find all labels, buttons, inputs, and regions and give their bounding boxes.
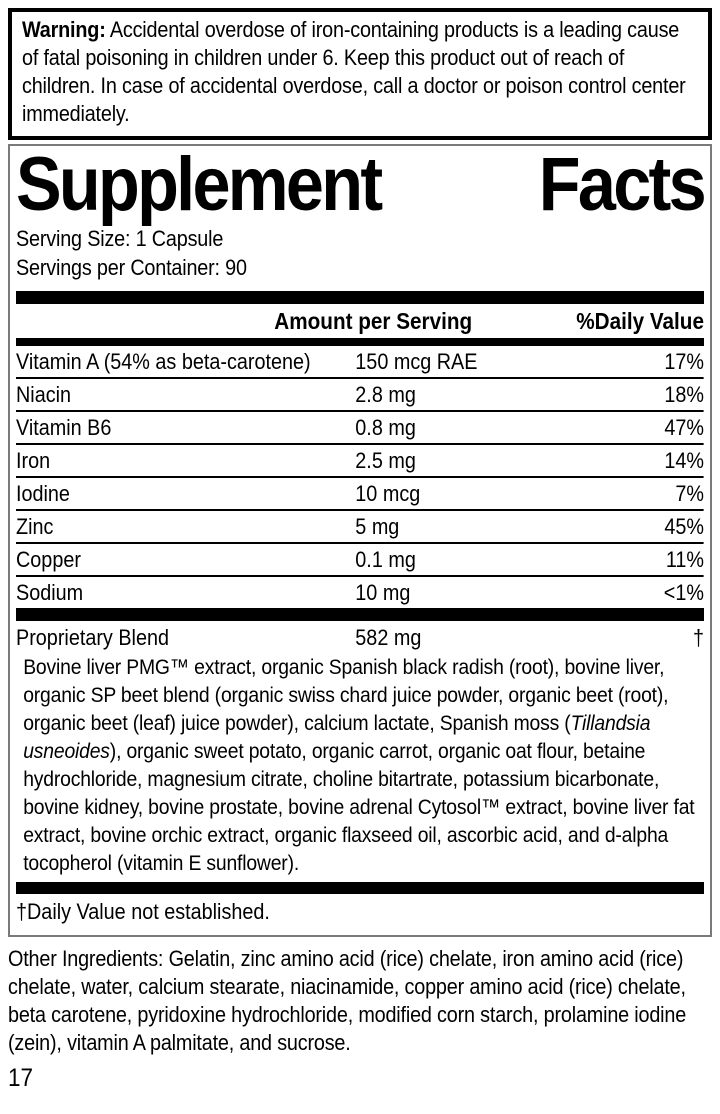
nutrient-name: Zinc [16, 514, 54, 539]
column-header-daily-value: %Daily Value [576, 308, 704, 334]
nutrient-daily-value: 18% [664, 382, 704, 407]
nutrient-name: Niacin [16, 382, 72, 407]
daily-value-footnote: †Daily Value not established. [16, 899, 270, 924]
column-header-row: Amount per Serving %Daily Value [16, 304, 704, 338]
nutrient-daily-value: 47% [664, 415, 704, 440]
blend-description-part1: Bovine liver PMG™ extract, organic Spani… [23, 655, 669, 735]
serving-info: Serving Size: 1 Capsule Servings per Con… [16, 224, 704, 282]
nutrient-name: Iodine [16, 481, 70, 506]
nutrient-amount: 0.1 mg [355, 547, 416, 572]
nutrient-amount: 10 mg [355, 580, 411, 605]
nutrient-amount: 5 mg [355, 514, 400, 539]
nutrient-daily-value: 45% [664, 514, 704, 539]
supplement-facts-panel: Supplement Facts Serving Size: 1 Capsule… [8, 144, 712, 937]
warning-body: Accidental overdose of iron-containing p… [22, 17, 686, 126]
nutrient-row-iodine: Iodine 10 mcg 7% [16, 478, 704, 511]
nutrient-row-zinc: Zinc 5 mg 45% [16, 511, 704, 544]
column-header-amount: Amount per Serving [274, 308, 473, 334]
nutrient-row-sodium: Sodium 10 mg <1% [16, 577, 704, 608]
nutrient-row-copper: Copper 0.1 mg 11% [16, 544, 704, 577]
nutrient-amount: 0.8 mg [355, 415, 416, 440]
divider-thick-top [16, 291, 704, 304]
nutrient-daily-value: 7% [675, 481, 704, 506]
nutrient-daily-value: 17% [664, 349, 704, 374]
nutrient-daily-value: <1% [663, 580, 704, 605]
nutrient-name: Copper [16, 547, 81, 572]
nutrient-amount: 2.5 mg [355, 448, 416, 473]
warning-label: Warning: [22, 17, 106, 42]
divider-thick-above-footnote [16, 882, 704, 894]
nutrient-name: Sodium [16, 580, 84, 605]
nutrient-row-iron: Iron 2.5 mg 14% [16, 445, 704, 478]
nutrient-name: Vitamin B6 [16, 415, 112, 440]
nutrient-amount: 2.8 mg [355, 382, 416, 407]
servings-per-container-line: Servings per Container: 90 [16, 255, 247, 280]
title-word-supplement: Supplement [16, 142, 383, 227]
page-number: 17 [8, 1064, 34, 1092]
nutrient-row-niacin: Niacin 2.8 mg 18% [16, 379, 704, 412]
proprietary-blend-description: Bovine liver PMG™ extract, organic Spani… [16, 653, 704, 882]
warning-text: Warning: Accidental overdose of iron-con… [22, 16, 698, 128]
nutrient-amount: 150 mcg RAE [355, 349, 478, 374]
nutrient-daily-value: 14% [664, 448, 704, 473]
proprietary-blend-name: Proprietary Blend [16, 625, 169, 650]
title-word-facts: Facts [538, 142, 707, 227]
nutrient-rows: Vitamin A (54% as beta-carotene) 150 mcg… [16, 346, 704, 608]
blend-description-part2: ), organic sweet potato, organic carrot,… [23, 739, 695, 875]
nutrient-row-vitamin-b6: Vitamin B6 0.8 mg 47% [16, 412, 704, 445]
other-ingredients: Other Ingredients: Gelatin, zinc amino a… [8, 946, 687, 1055]
serving-size-line: Serving Size: 1 Capsule [16, 226, 224, 251]
proprietary-blend-row: Proprietary Blend 582 mg † [16, 621, 704, 653]
blend-description-latin-name: Tillandsia usneoides [23, 711, 651, 763]
nutrient-amount: 10 mcg [355, 481, 421, 506]
divider-medium-under-header [16, 338, 704, 346]
proprietary-blend-amount: 582 mg [355, 625, 422, 650]
supplement-facts-title: Supplement Facts [16, 142, 707, 227]
proprietary-blend-dagger: † [692, 625, 704, 650]
warning-box: Warning: Accidental overdose of iron-con… [8, 8, 712, 140]
nutrient-row-vitamin-a: Vitamin A (54% as beta-carotene) 150 mcg… [16, 346, 704, 379]
nutrient-name: Iron [16, 448, 51, 473]
divider-thick-above-blend [16, 608, 704, 621]
nutrient-daily-value: 11% [665, 547, 704, 572]
nutrient-name: Vitamin A (54% as beta-carotene) [16, 349, 311, 374]
